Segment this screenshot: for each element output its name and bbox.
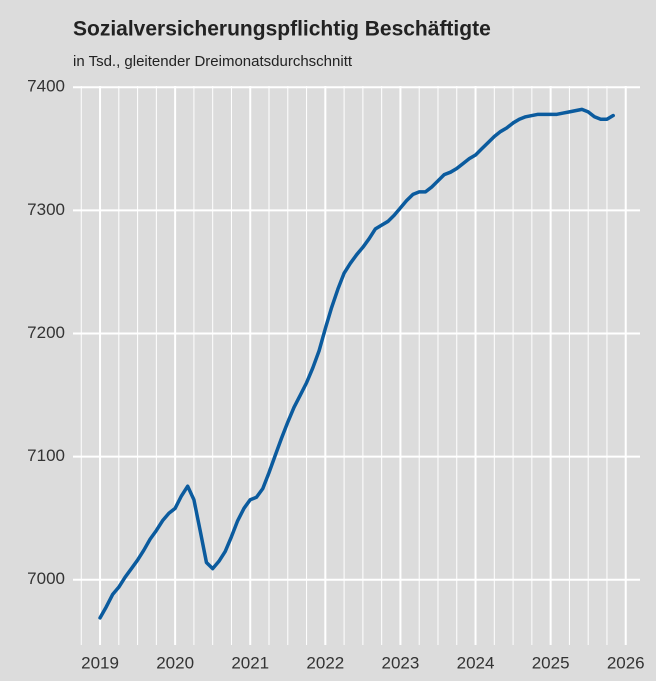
x-tick-label: 2023 xyxy=(382,653,420,672)
y-tick-label: 7200 xyxy=(27,323,65,342)
y-tick-label: 7100 xyxy=(27,446,65,465)
x-tick-label: 2022 xyxy=(306,653,344,672)
y-tick-label: 7400 xyxy=(27,77,65,96)
x-tick-label: 2021 xyxy=(231,653,269,672)
chart-title: Sozialversicherungspflichtig Beschäftigt… xyxy=(73,18,491,41)
x-tick-label: 2026 xyxy=(607,653,645,672)
y-tick-label: 7000 xyxy=(27,569,65,588)
x-tick-label: 2025 xyxy=(532,653,570,672)
y-tick-label: 7300 xyxy=(27,200,65,219)
x-tick-label: 2024 xyxy=(457,653,495,672)
chart-subtitle: in Tsd., gleitender Dreimonatsdurchschni… xyxy=(73,53,353,70)
x-tick-label: 2019 xyxy=(81,653,119,672)
data-line xyxy=(98,107,615,620)
x-tick-label: 2020 xyxy=(156,653,194,672)
